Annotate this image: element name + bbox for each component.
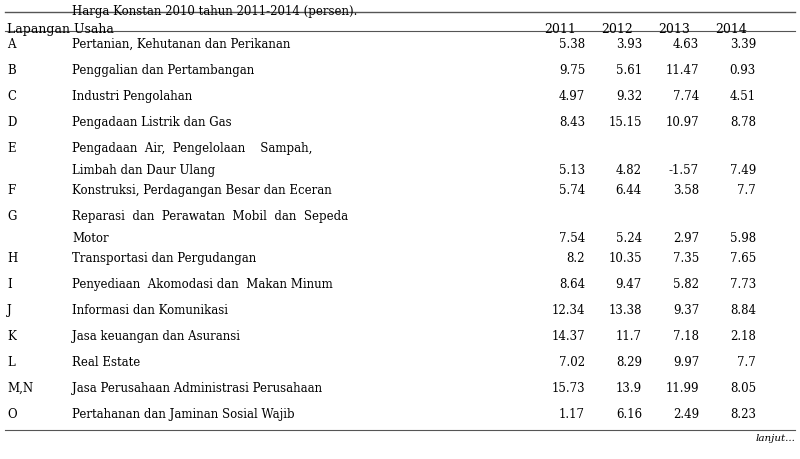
Text: 5.74: 5.74 [558,184,585,196]
Text: 5.24: 5.24 [616,231,642,245]
Text: 2.18: 2.18 [730,329,756,342]
Text: F: F [7,184,15,196]
Text: Pertahanan dan Jaminan Sosial Wajib: Pertahanan dan Jaminan Sosial Wajib [72,407,294,420]
Text: K: K [7,329,16,342]
Text: 13.9: 13.9 [616,381,642,394]
Text: 11.7: 11.7 [616,329,642,342]
Text: A: A [7,38,15,51]
Text: 2011: 2011 [544,23,576,36]
Text: E: E [7,142,16,155]
Text: 8.84: 8.84 [730,303,756,316]
Text: 2013: 2013 [658,23,690,36]
Text: -1.57: -1.57 [669,164,699,177]
Text: 7.65: 7.65 [730,252,756,264]
Text: Reparasi  dan  Perawatan  Mobil  dan  Sepeda: Reparasi dan Perawatan Mobil dan Sepeda [72,210,348,223]
Text: G: G [7,210,16,223]
Text: J: J [7,303,12,316]
Text: 15.15: 15.15 [609,116,642,129]
Text: 7.18: 7.18 [673,329,699,342]
Text: Konstruksi, Perdagangan Besar dan Eceran: Konstruksi, Perdagangan Besar dan Eceran [72,184,332,196]
Text: Penggalian dan Pertambangan: Penggalian dan Pertambangan [72,64,254,77]
Text: 5.61: 5.61 [616,64,642,77]
Text: 4.63: 4.63 [673,38,699,51]
Text: 3.58: 3.58 [673,184,699,196]
Text: Limbah dan Daur Ulang: Limbah dan Daur Ulang [72,164,215,177]
Text: 4.51: 4.51 [730,90,756,103]
Text: Motor: Motor [72,231,109,245]
Text: 2012: 2012 [601,23,633,36]
Text: Penyediaan  Akomodasi dan  Makan Minum: Penyediaan Akomodasi dan Makan Minum [72,277,333,291]
Text: 7.73: 7.73 [730,277,756,291]
Text: Jasa keuangan dan Asuransi: Jasa keuangan dan Asuransi [72,329,240,342]
Text: 8.23: 8.23 [730,407,756,420]
Text: 2.49: 2.49 [673,407,699,420]
Text: O: O [7,407,17,420]
Text: 7.54: 7.54 [558,231,585,245]
Text: 15.73: 15.73 [551,381,585,394]
Text: 9.32: 9.32 [616,90,642,103]
Text: 7.02: 7.02 [559,355,585,368]
Text: 6.16: 6.16 [616,407,642,420]
Text: 6.44: 6.44 [616,184,642,196]
Text: H: H [7,252,18,264]
Text: 3.39: 3.39 [730,38,756,51]
Text: 10.97: 10.97 [666,116,699,129]
Text: 5.82: 5.82 [673,277,699,291]
Text: 4.97: 4.97 [558,90,585,103]
Text: Pertanian, Kehutanan dan Perikanan: Pertanian, Kehutanan dan Perikanan [72,38,290,51]
Text: 5.38: 5.38 [559,38,585,51]
Text: 8.29: 8.29 [616,355,642,368]
Text: 5.13: 5.13 [559,164,585,177]
Text: 2.97: 2.97 [673,231,699,245]
Text: 8.43: 8.43 [559,116,585,129]
Text: C: C [7,90,16,103]
Text: Jasa Perusahaan Administrasi Perusahaan: Jasa Perusahaan Administrasi Perusahaan [72,381,322,394]
Text: D: D [7,116,16,129]
Text: 7.74: 7.74 [673,90,699,103]
Text: 12.34: 12.34 [551,303,585,316]
Text: 14.37: 14.37 [551,329,585,342]
Text: 9.37: 9.37 [673,303,699,316]
Text: 7.7: 7.7 [738,355,756,368]
Text: 7.49: 7.49 [730,164,756,177]
Text: 8.05: 8.05 [730,381,756,394]
Text: Real Estate: Real Estate [72,355,140,368]
Text: Harga Konstan 2010 tahun 2011-2014 (persen).: Harga Konstan 2010 tahun 2011-2014 (pers… [72,5,358,18]
Text: 3.93: 3.93 [616,38,642,51]
Text: I: I [7,277,12,291]
Text: 9.97: 9.97 [673,355,699,368]
Text: 5.98: 5.98 [730,231,756,245]
Text: L: L [7,355,14,368]
Text: 7.7: 7.7 [738,184,756,196]
Text: B: B [7,64,16,77]
Text: 8.2: 8.2 [566,252,585,264]
Text: lanjut...: lanjut... [755,433,795,442]
Text: 8.64: 8.64 [559,277,585,291]
Text: Lapangan Usaha: Lapangan Usaha [7,23,114,36]
Text: 10.35: 10.35 [608,252,642,264]
Text: 9.75: 9.75 [558,64,585,77]
Text: 7.35: 7.35 [673,252,699,264]
Text: 2014: 2014 [715,23,747,36]
Text: 13.38: 13.38 [609,303,642,316]
Text: 4.82: 4.82 [616,164,642,177]
Text: 9.47: 9.47 [616,277,642,291]
Text: Industri Pengolahan: Industri Pengolahan [72,90,192,103]
Text: Pengadaan Listrik dan Gas: Pengadaan Listrik dan Gas [72,116,232,129]
Text: 8.78: 8.78 [730,116,756,129]
Text: Pengadaan  Air,  Pengelolaan    Sampah,: Pengadaan Air, Pengelolaan Sampah, [72,142,312,155]
Text: M,N: M,N [7,381,33,394]
Text: 11.47: 11.47 [666,64,699,77]
Text: Transportasi dan Pergudangan: Transportasi dan Pergudangan [72,252,256,264]
Text: Informasi dan Komunikasi: Informasi dan Komunikasi [72,303,228,316]
Text: 1.17: 1.17 [559,407,585,420]
Text: 0.93: 0.93 [730,64,756,77]
Text: 11.99: 11.99 [666,381,699,394]
